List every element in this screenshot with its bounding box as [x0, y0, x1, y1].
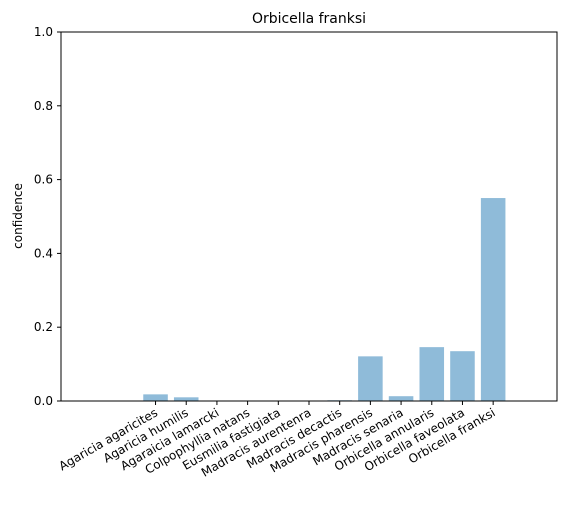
- bars-group: [143, 198, 506, 401]
- bar-7: [358, 356, 383, 401]
- bar-8: [388, 396, 414, 401]
- bar-1: [173, 397, 199, 401]
- y-tick-label-1: 0.2: [34, 320, 53, 334]
- bar-9: [419, 347, 445, 401]
- y-tick-label-4: 0.8: [34, 99, 53, 113]
- y-axis-label: confidence: [11, 183, 25, 249]
- bar-0: [143, 394, 168, 401]
- chart-title: Orbicella franksi: [252, 11, 366, 27]
- bar-11: [480, 198, 506, 401]
- y-tick-label-3: 0.6: [34, 173, 53, 187]
- y-tick-label-0: 0.0: [34, 394, 53, 408]
- bar-10: [450, 351, 475, 401]
- plot-frame: [60, 31, 558, 402]
- y-tick-label-2: 0.4: [34, 246, 53, 260]
- y-ticks: 0.0 0.2 0.4 0.6 0.8 1.0: [34, 25, 61, 408]
- y-tick-label-5: 1.0: [34, 25, 53, 39]
